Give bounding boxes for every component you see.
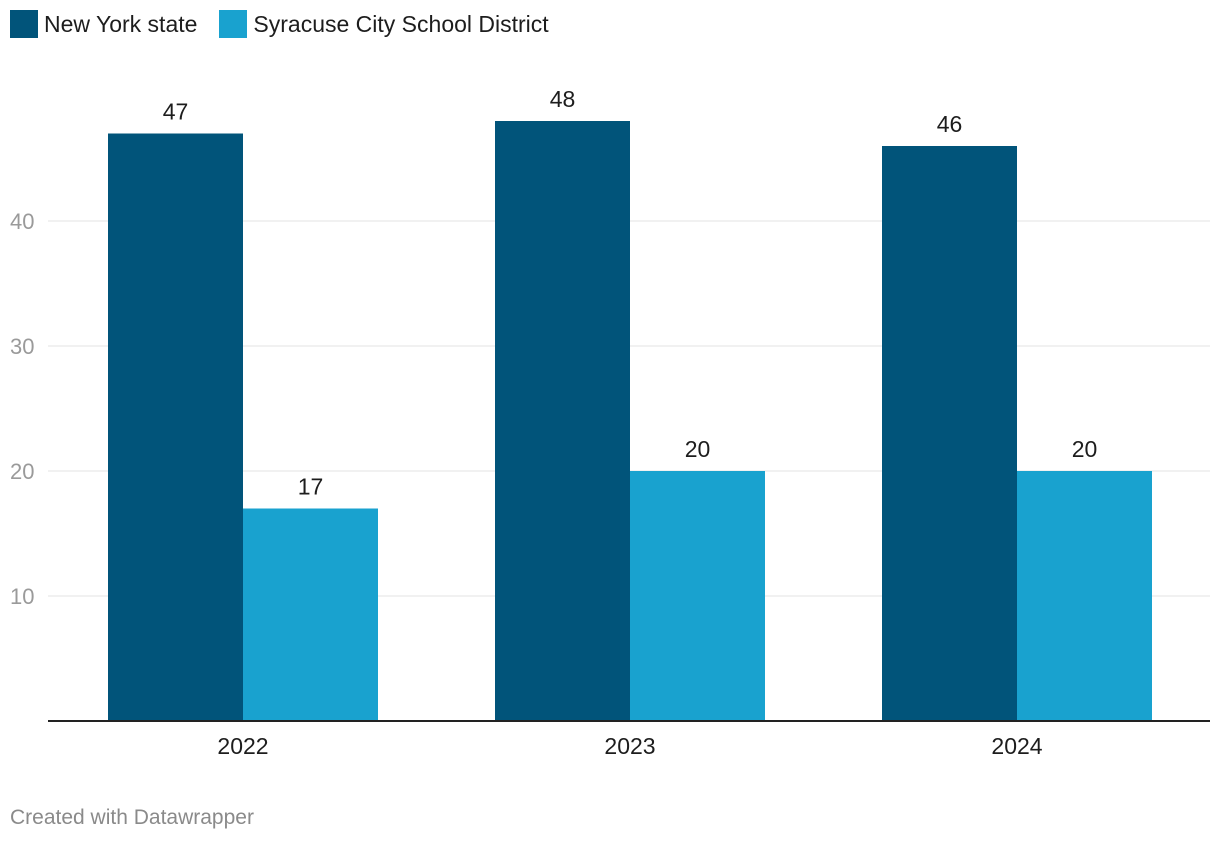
x-tick-label-2024: 2024 xyxy=(991,733,1042,759)
value-label-2023-series-0: 48 xyxy=(550,86,576,112)
value-label-2024-series-0: 46 xyxy=(937,111,963,137)
bar-2023-series-0 xyxy=(495,121,630,721)
bar-2022-series-0 xyxy=(108,133,243,721)
bar-2024-series-1 xyxy=(1017,471,1152,721)
y-tick-label-10: 10 xyxy=(10,584,34,609)
bar-2023-series-1 xyxy=(630,471,765,721)
legend-swatch-syracuse xyxy=(219,10,248,38)
value-label-2022-series-1: 17 xyxy=(298,474,324,500)
x-tick-label-2022: 2022 xyxy=(217,733,268,759)
value-label-2024-series-1: 20 xyxy=(1072,436,1098,462)
y-tick-label-20: 20 xyxy=(10,459,34,484)
legend: New York state Syracuse City School Dist… xyxy=(10,10,571,38)
footer-credit: Created with Datawrapper xyxy=(10,806,254,829)
x-tick-label-2023: 2023 xyxy=(604,733,655,759)
legend-label-new-york-state: New York state xyxy=(44,10,198,37)
legend-item-new-york-state: New York state xyxy=(10,10,197,38)
y-tick-label-30: 30 xyxy=(10,334,34,359)
value-label-2023-series-1: 20 xyxy=(685,436,711,462)
y-tick-label-40: 40 xyxy=(10,209,34,234)
legend-item-syracuse: Syracuse City School District xyxy=(219,10,549,38)
legend-swatch-new-york-state xyxy=(10,10,38,38)
legend-label-syracuse: Syracuse City School District xyxy=(253,10,549,37)
value-label-2022-series-0: 47 xyxy=(163,99,189,125)
bar-2022-series-1 xyxy=(243,508,378,721)
bar-2024-series-0 xyxy=(882,146,1017,721)
